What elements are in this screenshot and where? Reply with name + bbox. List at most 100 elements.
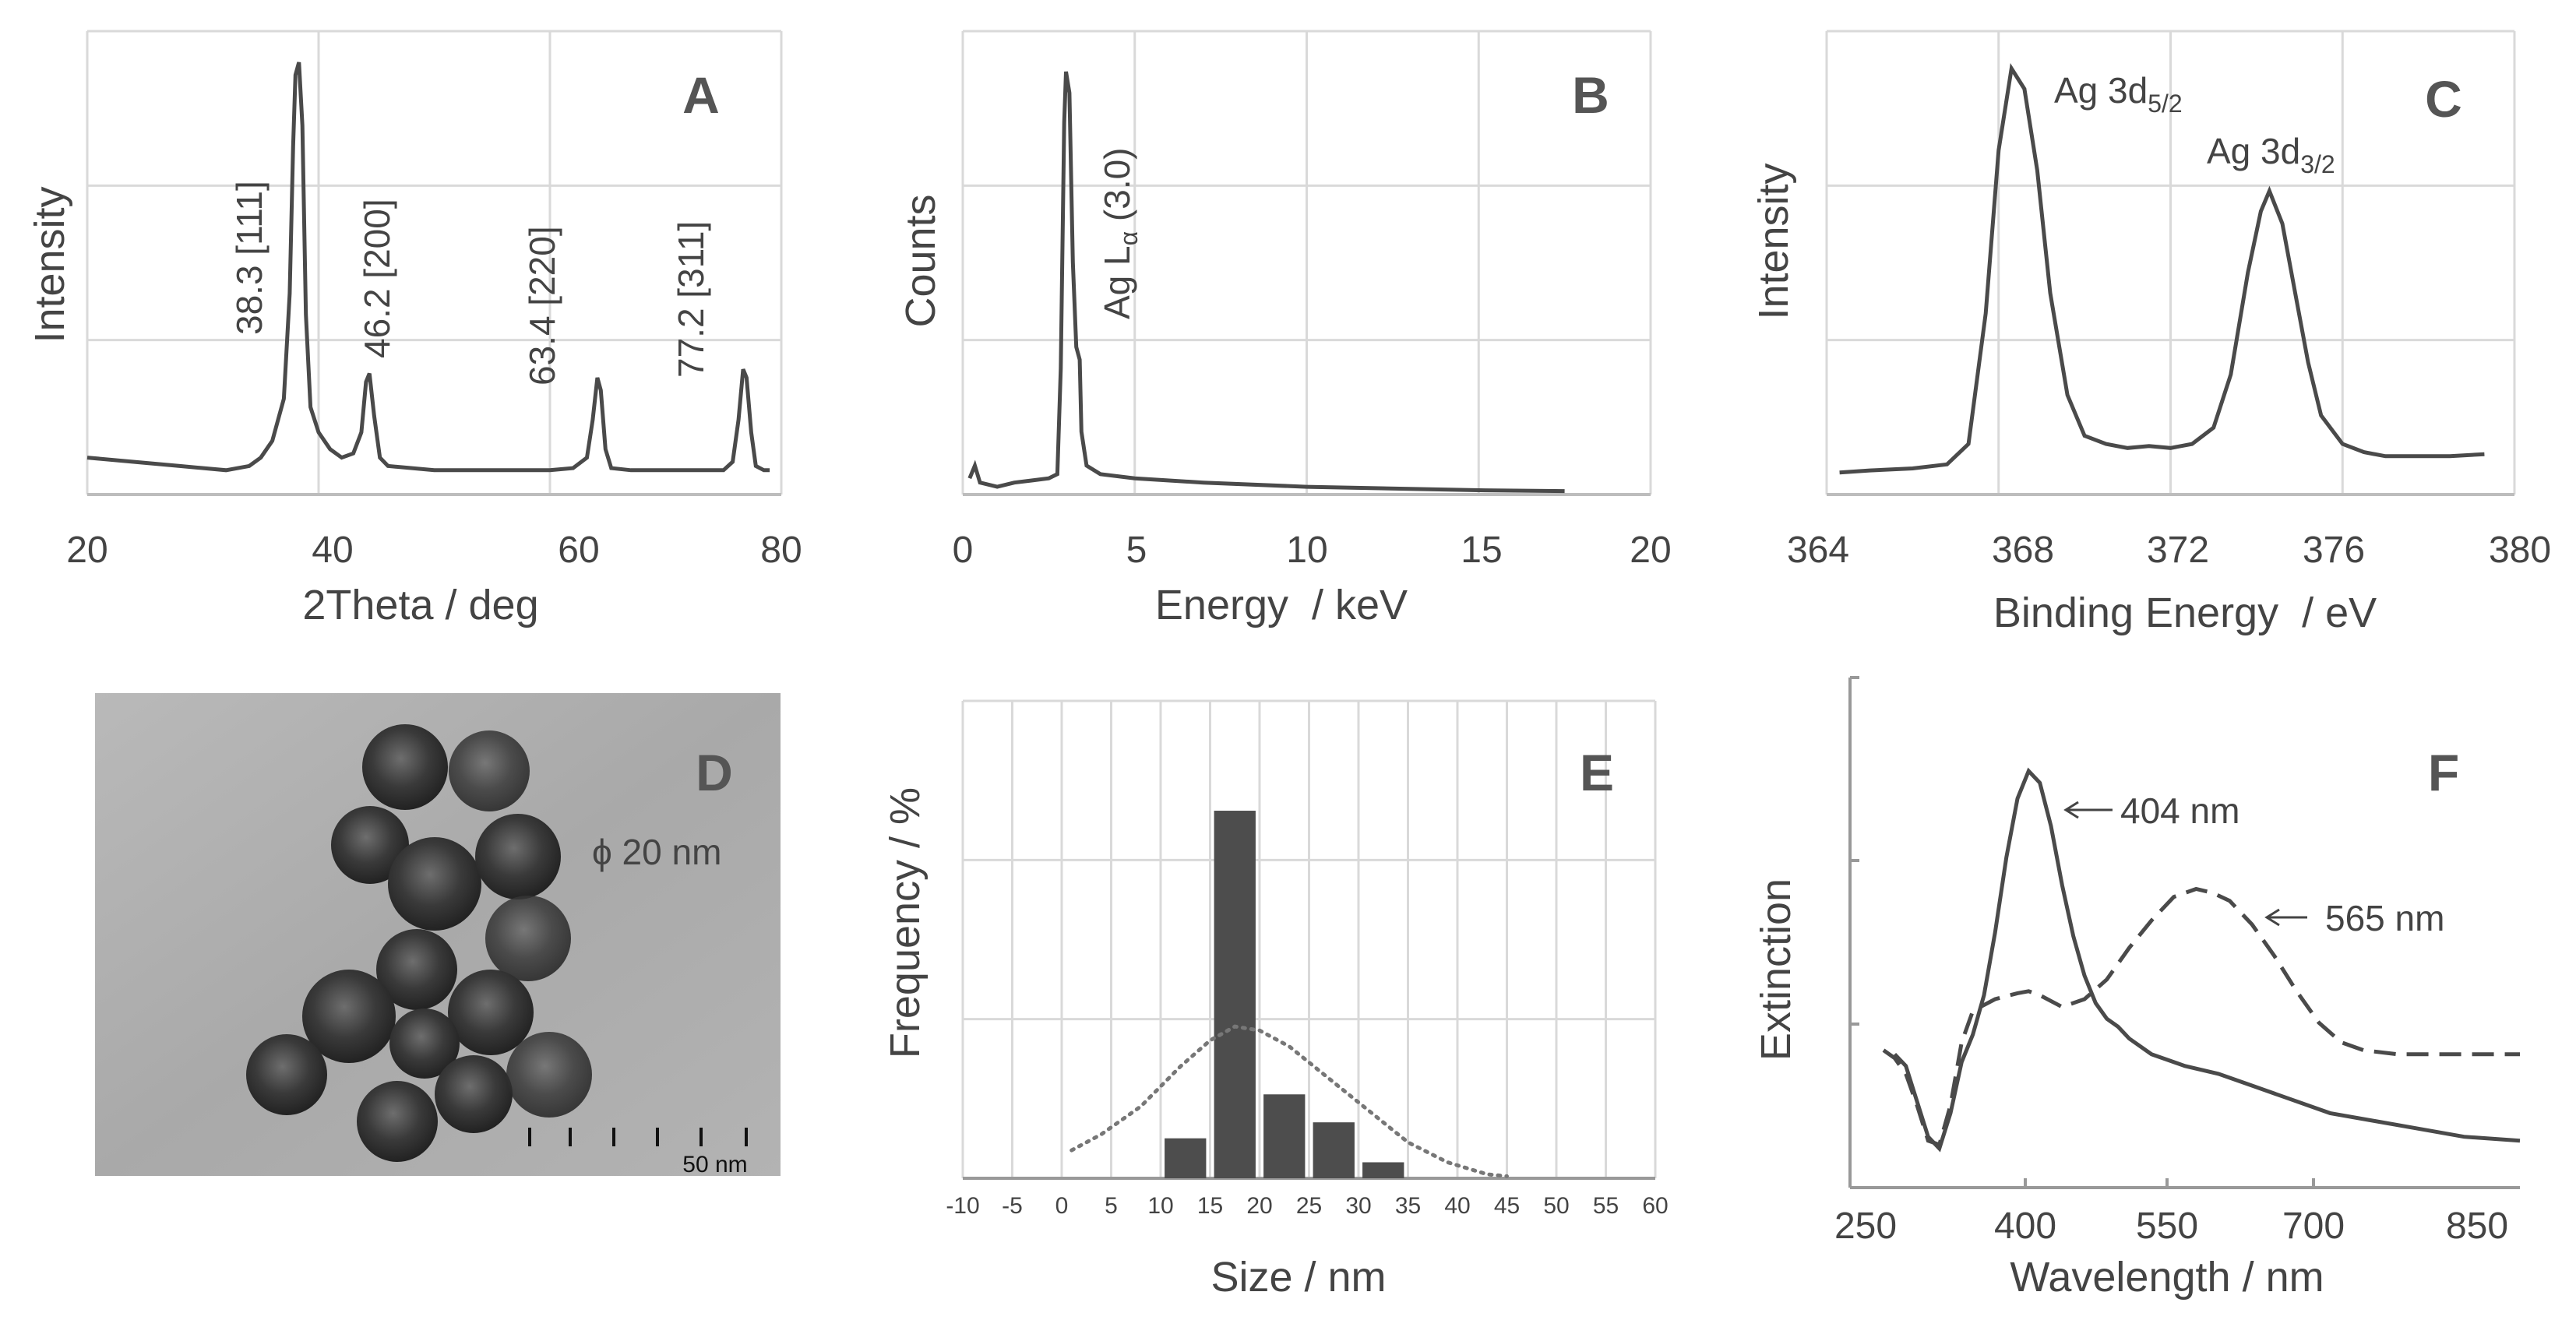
scale-bar-label: 50 nm [682, 1152, 747, 1177]
panel-b-xtick: 0 [953, 530, 974, 571]
panel-a-xtick: 80 [760, 530, 802, 571]
panel-e-xlabel: Size / nm [1210, 1254, 1386, 1301]
panel-e-xtick: 20 [1246, 1193, 1272, 1219]
size-distribution-fit [1070, 1024, 1509, 1178]
panel-e-xtick: 45 [1494, 1193, 1520, 1219]
nanoparticle [362, 724, 448, 810]
panel-f-xtick: 250 [1834, 1206, 1897, 1247]
peak-label-311: 77.2 [311] [671, 221, 711, 378]
nanoparticle [506, 1032, 592, 1118]
ag-3d32-label: Ag 3d3/2 [2207, 131, 2335, 178]
panel-c-xtick: 380 [2489, 530, 2551, 571]
histogram-bar [1362, 1162, 1404, 1178]
panel-c-xtick: 368 [1992, 530, 2054, 571]
panel-b-ylabel: Counts [897, 194, 944, 327]
panel-a-xlabel: 2Theta / deg [302, 582, 538, 628]
nanoparticle [435, 1055, 513, 1133]
nanoparticle [302, 970, 396, 1063]
peak-404-label: 404 nm [2120, 790, 2239, 831]
nanoparticles [246, 724, 592, 1162]
panel-b-xtick: 15 [1461, 530, 1502, 571]
peak-label-111: 38.3 [111] [229, 181, 270, 335]
ag-l-alpha-tail: (3.0) [1097, 147, 1137, 231]
panel-c-ylabel: Intensity [1750, 163, 1797, 319]
panel-e-ylabel: Frequency / % [882, 787, 929, 1058]
nanoparticle [449, 730, 530, 811]
ag-3d32-sub: 3/2 [2300, 150, 2335, 178]
ag-3d52-label: Ag 3d5/2 [2054, 70, 2183, 118]
panel-b-xtick: 20 [1630, 530, 1671, 571]
panel-c-xtick: 364 [1787, 530, 1849, 571]
panel-e-xtick: 55 [1593, 1193, 1619, 1219]
nanoparticle [376, 929, 457, 1010]
panel-d-letter: D [696, 744, 733, 801]
ag-3d32-main: Ag 3d [2207, 131, 2300, 171]
panel-e-xtick: 30 [1345, 1193, 1371, 1219]
ag-l-alpha-main: Ag L [1097, 245, 1137, 319]
panel-a-xtick: 40 [312, 530, 353, 571]
nanoparticle [475, 814, 561, 899]
size-histogram-bars [1165, 811, 1404, 1178]
nanoparticle [357, 1081, 438, 1162]
panel-e-xtick: -10 [946, 1193, 979, 1219]
panel-b-letter: B [1572, 66, 1609, 124]
panel-e: -10 -5 0 5 10 15 20 25 30 35 40 45 50 55 60 Size / nm … [882, 699, 1669, 1301]
xps-spectrum-line [1839, 63, 2485, 475]
nanoparticle [388, 837, 481, 931]
panel-f-ylabel: Extinction [1753, 878, 1799, 1061]
peak-404-arrow [2063, 801, 2113, 819]
ag-3d52-sub: 5/2 [2148, 90, 2182, 118]
panel-d: D ϕ 20 nm 50 nm [95, 693, 781, 1177]
panel-c-grid [1825, 30, 2516, 496]
panel-e-xtick: 60 [1642, 1193, 1668, 1219]
ag-l-alpha-sub: α [1115, 231, 1143, 246]
panel-a-xtick: 20 [66, 530, 107, 571]
panel-e-xtick: 10 [1147, 1193, 1173, 1219]
panel-f-xtick: 400 [1994, 1206, 2056, 1247]
panel-f-axes [1848, 676, 2520, 1189]
panel-c: 364 368 372 376 380 Binding Energy / eV … [1750, 30, 2551, 636]
panel-e-xtick: 15 [1197, 1193, 1223, 1219]
panel-b-grid [961, 30, 1652, 496]
panel-e-xtick: 35 [1395, 1193, 1421, 1219]
panel-f: 250 400 550 700 850 Wavelength / nm Exti… [1753, 676, 2521, 1301]
panel-a-letter: A [682, 66, 720, 124]
panel-e-xticks: -10 -5 0 5 10 15 20 25 30 35 40 45 50 55 60 [946, 1193, 1668, 1219]
panel-f-xlabel: Wavelength / nm [2010, 1254, 2324, 1301]
histogram-bar [1313, 1122, 1355, 1178]
eds-spectrum-line [967, 71, 1565, 494]
panel-e-xtick: 50 [1543, 1193, 1569, 1219]
spectrum-solid-line [1893, 767, 2521, 1153]
panel-e-letter: E [1580, 744, 1614, 801]
panel-b: 0 5 10 15 20 Energy / keV Counts B Ag Lα… [897, 30, 1672, 628]
panel-a-xtick: 60 [558, 530, 599, 571]
nanoparticle [246, 1034, 327, 1115]
histogram-bar [1165, 1138, 1207, 1178]
panel-a-grid [86, 30, 783, 496]
panel-c-xlabel: Binding Energy / eV [1993, 590, 2377, 636]
peak-565-label: 565 nm [2325, 898, 2444, 938]
nanoparticle [331, 806, 409, 884]
peak-565-arrow [2264, 908, 2307, 927]
panel-b-xtick: 10 [1286, 530, 1327, 571]
panel-f-xtick: 850 [2446, 1206, 2508, 1247]
panel-e-xtick: 25 [1296, 1193, 1322, 1219]
panel-b-xtick: 5 [1126, 530, 1147, 571]
panel-e-xtick: -5 [1002, 1193, 1023, 1219]
diameter-label: ϕ 20 nm [592, 832, 721, 872]
panel-e-xtick: 5 [1105, 1193, 1118, 1219]
nanoparticle [448, 970, 534, 1055]
peak-label-220: 63.4 [220] [522, 226, 562, 385]
scale-bar: 50 nm [528, 1128, 748, 1177]
panel-f-letter: F [2428, 744, 2459, 801]
panel-e-xtick: 40 [1444, 1193, 1470, 1219]
peak-label-200: 46.2 [200] [357, 199, 397, 358]
panel-b-xlabel: Energy / keV [1155, 582, 1408, 628]
panel-a-ylabel: Intensity [26, 186, 73, 343]
panel-f-xtick: 550 [2136, 1206, 2198, 1247]
nanoparticle [485, 896, 571, 981]
histogram-bar [1263, 1094, 1306, 1178]
ag-l-alpha-label: Ag Lα (3.0) [1097, 147, 1143, 319]
nanoparticle [389, 1008, 460, 1079]
